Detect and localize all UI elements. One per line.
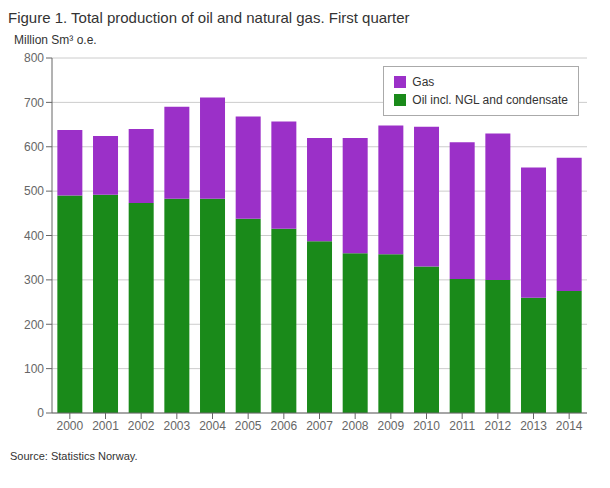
svg-text:2012: 2012 <box>484 419 511 433</box>
svg-text:2000: 2000 <box>56 419 83 433</box>
svg-text:2011: 2011 <box>449 419 475 433</box>
svg-text:2007: 2007 <box>306 419 333 433</box>
svg-text:2005: 2005 <box>235 419 262 433</box>
svg-text:700: 700 <box>24 96 44 110</box>
svg-text:2009: 2009 <box>377 419 404 433</box>
html-text:Figure 1. Total production of: Figure 1. Total production of oil and na… <box>8 9 410 26</box>
svg-text:2008: 2008 <box>342 419 369 433</box>
svg-text:800: 800 <box>24 51 44 65</box>
svg-text:2001: 2001 <box>92 419 119 433</box>
html-text:Source: Statistics Norway.: Source: Statistics Norway. <box>10 450 138 462</box>
svg-text:600: 600 <box>24 140 44 154</box>
svg-text:2006: 2006 <box>270 419 297 433</box>
svg-text:500: 500 <box>24 184 44 198</box>
svg-text:2004: 2004 <box>199 419 226 433</box>
svg-text:2003: 2003 <box>163 419 190 433</box>
html-text:Gas: Gas <box>412 75 435 89</box>
svg-text:2013: 2013 <box>520 419 547 433</box>
html-text:Oil incl. NGL and condensate: Oil incl. NGL and condensate <box>412 93 568 107</box>
svg-text:200: 200 <box>24 318 44 332</box>
svg-text:400: 400 <box>24 229 44 243</box>
svg-text:300: 300 <box>24 273 44 287</box>
html-text:Million Sm³ o.e.: Million Sm³ o.e. <box>14 33 97 47</box>
svg-text:2010: 2010 <box>413 419 440 433</box>
svg-text:100: 100 <box>24 362 44 376</box>
svg-text:2002: 2002 <box>128 419 155 433</box>
svg-text:2014: 2014 <box>556 419 583 433</box>
svg-text:0: 0 <box>37 406 44 420</box>
